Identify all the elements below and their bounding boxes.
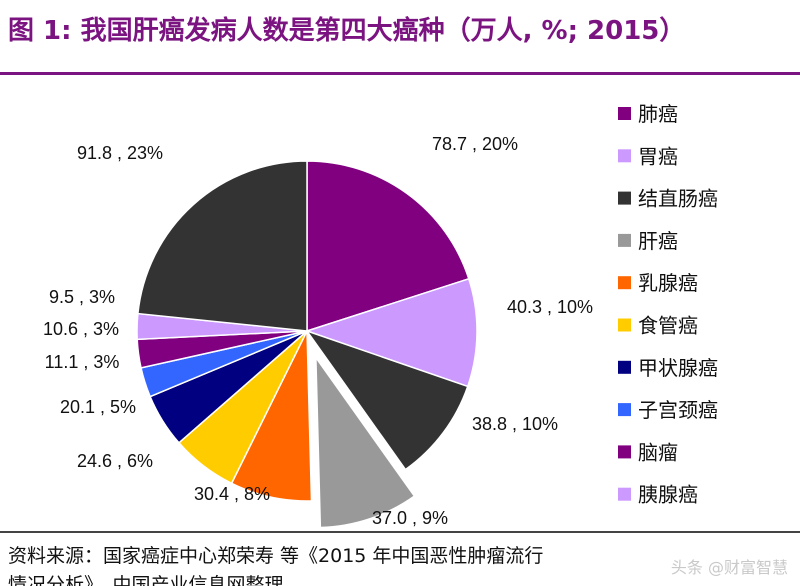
legend-item-食管癌: 食管癌 xyxy=(618,314,698,338)
legend-item-脑瘤: 脑瘤 xyxy=(618,440,678,464)
pie-slice-肝癌 xyxy=(315,355,416,528)
legend-item-结直肠癌: 结直肠癌 xyxy=(618,187,718,211)
legend-item-胃癌: 胃癌 xyxy=(618,144,678,168)
legend-swatch xyxy=(618,107,631,120)
data-label-结直肠癌: 38.8 , 10% xyxy=(472,414,558,434)
legend-swatch xyxy=(618,487,631,501)
data-label-胰腺癌: 9.5 , 3% xyxy=(49,287,115,307)
data-label-肝癌: 37.0 , 9% xyxy=(372,508,448,528)
source-note: 资料来源：国家癌症中心郑荣寿 等《2015 年中国恶性肿瘤流行 xyxy=(8,545,544,567)
pie-slices xyxy=(136,160,478,528)
source-note-line2: 情况分析》，中国产业信息网整理 xyxy=(8,574,284,586)
legend-item-胰腺癌: 胰腺癌 xyxy=(618,483,698,507)
legend-label: 脑瘤 xyxy=(638,440,678,464)
data-labels: 78.7 , 20% 40.3 , 10% 38.8 , 10% 37.0 , 9% 3… xyxy=(43,134,593,528)
source-rule xyxy=(0,531,800,533)
data-label-甲状腺癌: 20.1 , 5% xyxy=(60,397,136,417)
legend-item-乳腺癌: 乳腺癌 xyxy=(618,271,698,295)
legend-swatch xyxy=(618,233,631,247)
pie-slice-结直肠癌 xyxy=(305,329,469,471)
title-rule xyxy=(0,72,800,75)
data-label-乳腺癌: 30.4 , 8% xyxy=(194,484,270,504)
data-label-胃癌: 40.3 , 10% xyxy=(507,297,593,317)
watermark: 头条 @财富智慧 xyxy=(670,558,788,577)
legend-swatch xyxy=(618,318,631,332)
legend-swatch xyxy=(618,276,631,290)
legend-swatch xyxy=(618,191,631,205)
legend-label: 甲状腺癌 xyxy=(638,356,718,380)
data-label-食管癌: 24.6 , 6% xyxy=(77,451,153,471)
legend-swatch xyxy=(618,403,631,417)
legend-label: 胃癌 xyxy=(638,144,678,168)
legend-label: 子宫颈癌 xyxy=(638,398,718,422)
data-label-肺癌: 78.7 , 20% xyxy=(432,134,518,154)
data-label-脑瘤: 10.6 , 3% xyxy=(43,319,119,339)
legend-swatch xyxy=(618,445,631,459)
pie-slice-胃癌 xyxy=(304,277,478,388)
pie-chart: 78.7 , 20% 40.3 , 10% 38.8 , 10% 37.0 , 9% 3… xyxy=(43,102,718,528)
pie-slice-其他 xyxy=(137,160,308,332)
legend-item-子宫颈癌: 子宫颈癌 xyxy=(618,398,718,422)
chart-title: 图 1: 我国肝癌发病人数是第四大癌种（万人, %; 2015） xyxy=(8,16,686,46)
legend-swatch xyxy=(618,360,631,374)
legend-item-甲状腺癌: 甲状腺癌 xyxy=(618,356,718,380)
legend-label: 结直肠癌 xyxy=(638,187,718,211)
legend-label: 乳腺癌 xyxy=(638,271,698,295)
legend-swatch xyxy=(618,149,631,163)
legend-item-肺癌: 肺癌 xyxy=(618,102,678,126)
legend-label: 胰腺癌 xyxy=(638,483,698,507)
legend-label: 食管癌 xyxy=(638,314,698,338)
legend-item-肝癌: 肝癌 xyxy=(618,229,678,253)
data-label-子宫颈癌: 11.1 , 3% xyxy=(45,352,120,372)
pie-slice-肺癌 xyxy=(306,160,470,333)
legend-label: 肺癌 xyxy=(638,102,678,126)
legend-label: 肝癌 xyxy=(638,229,678,253)
data-label-其他: 91.8 , 23% xyxy=(77,143,163,163)
